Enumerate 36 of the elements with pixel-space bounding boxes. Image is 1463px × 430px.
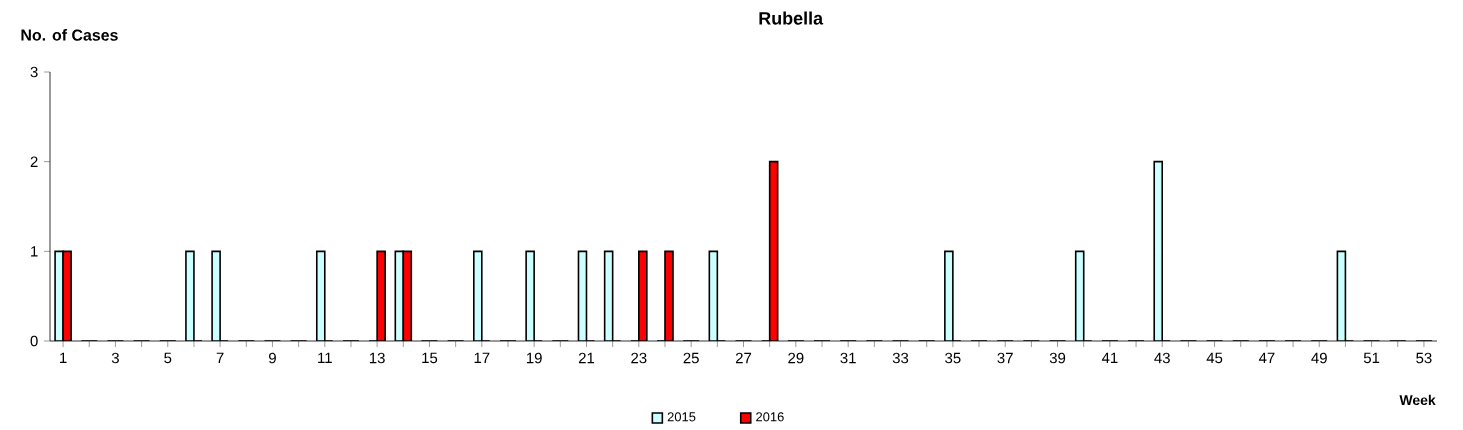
x-tick-label: 43 <box>1154 352 1170 364</box>
x-tick-label: 33 <box>892 352 909 364</box>
x-tick-label: 27 <box>735 352 752 364</box>
x-tick-label: 1 <box>60 352 67 363</box>
x-tick-label: 41 <box>1101 352 1118 363</box>
x-tick-label: 47 <box>1258 352 1275 363</box>
x-tick-label: 53 <box>1416 352 1432 364</box>
x-tick-label: 17 <box>474 352 490 363</box>
x-tick-label: 7 <box>216 352 224 363</box>
x-tick-label: 45 <box>1206 352 1223 364</box>
x-tick-label: 19 <box>526 352 542 364</box>
y-tick-label: 0 <box>30 335 38 347</box>
x-tick-label: 3 <box>111 352 119 364</box>
x-tick-label: 15 <box>422 352 438 364</box>
x-tick-label: 29 <box>788 352 804 364</box>
x-tick-label: 31 <box>840 352 856 364</box>
x-tick-label: 35 <box>945 352 961 364</box>
x-tick-label: 25 <box>683 352 699 364</box>
x-tick-label: 23 <box>631 352 647 364</box>
x-tick-label: 9 <box>268 352 276 364</box>
y-tick-label: 1 <box>31 246 38 257</box>
legend-label: 2015 <box>667 412 696 422</box>
x-tick-label: 11 <box>318 352 332 363</box>
x-tick-label: 13 <box>369 352 385 364</box>
y-tick-label: 2 <box>30 156 38 167</box>
legend-label: 2016 <box>756 412 784 422</box>
y-axis-title: No. of Cases <box>21 29 118 41</box>
x-tick-label: 39 <box>1049 352 1066 364</box>
y-tick-label: 3 <box>30 66 38 78</box>
x-tick-label: 21 <box>578 352 595 364</box>
x-axis-title: Week <box>1399 394 1436 406</box>
x-tick-label: 49 <box>1311 352 1327 364</box>
chart-title: Rubella <box>759 11 824 25</box>
x-tick-label: 5 <box>164 352 172 364</box>
x-tick-label: 51 <box>1363 352 1380 364</box>
x-tick-label: 37 <box>997 352 1013 364</box>
